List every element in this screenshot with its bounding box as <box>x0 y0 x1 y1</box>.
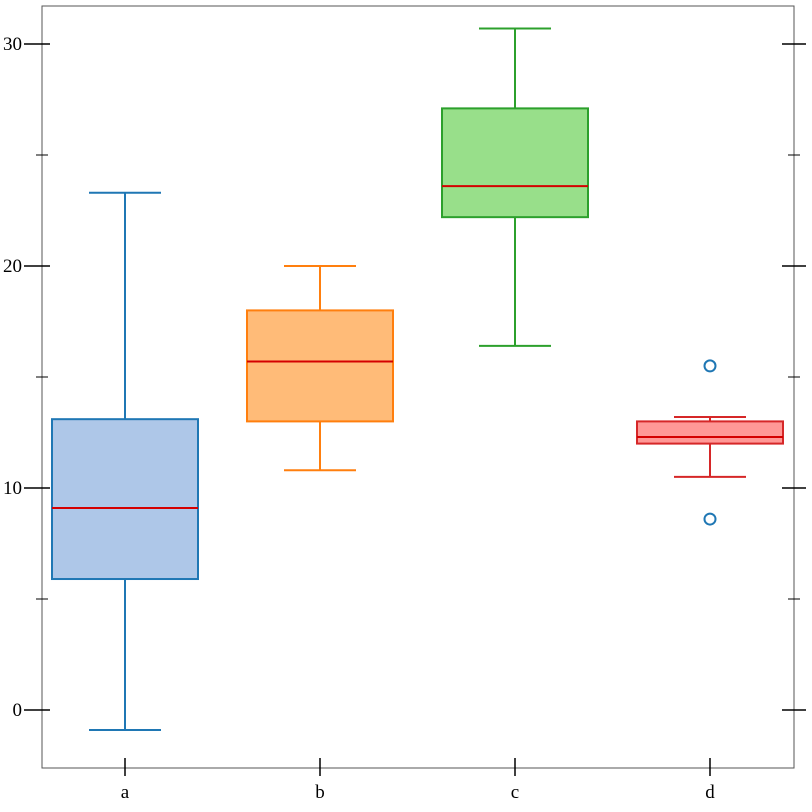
x-tick-label: b <box>315 782 325 803</box>
iqr-box <box>51 418 199 581</box>
x-tick-label: d <box>705 782 715 803</box>
iqr-box <box>636 420 784 445</box>
box-c <box>441 27 589 347</box>
y-tick-label: 0 <box>13 700 23 721</box>
x-tick-label: a <box>121 782 130 803</box>
outlier-point <box>703 359 717 373</box>
y-axis: 0 10 20 30 <box>3 34 806 721</box>
y-tick-label: 10 <box>3 478 22 499</box>
x-tick-label: c <box>511 782 519 803</box>
iqr-box <box>246 309 394 423</box>
y-tick-label: 30 <box>3 34 22 55</box>
x-axis: a b c d <box>121 758 715 803</box>
boxes <box>51 27 784 731</box>
box-b <box>246 265 394 472</box>
y-tick-label: 20 <box>3 256 22 277</box>
box-d <box>636 359 784 526</box>
plot-frame <box>41 5 795 769</box>
box-a <box>51 191 199 731</box>
iqr-box <box>441 107 589 219</box>
outlier-point <box>703 512 717 526</box>
